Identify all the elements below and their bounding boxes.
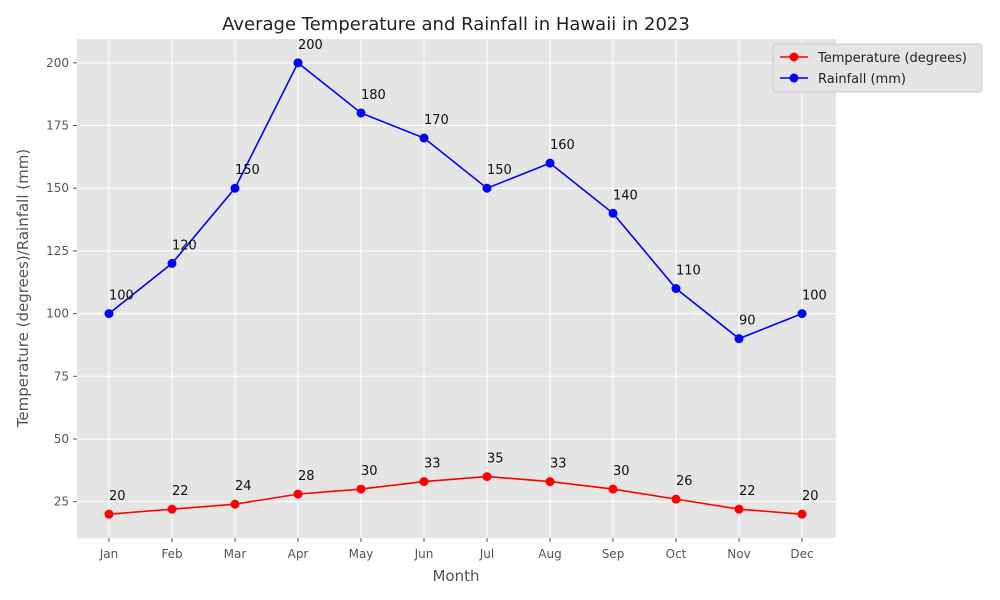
legend-box	[772, 43, 983, 93]
y-tick-label: 75	[54, 369, 69, 383]
y-tick-label: 200	[46, 56, 69, 70]
temperature-data-label: 20	[802, 489, 819, 504]
temperature-point	[293, 489, 303, 499]
rainfall-point	[734, 334, 744, 344]
chart-title: Average Temperature and Rainfall in Hawa…	[222, 14, 690, 35]
rainfall-data-label: 110	[676, 264, 701, 279]
temperature-point	[608, 484, 618, 494]
rainfall-data-label: 160	[550, 138, 575, 153]
x-tick-label: Jan	[99, 547, 119, 561]
temperature-data-label: 35	[487, 452, 504, 467]
temperature-point	[167, 504, 177, 514]
y-axis-label: Temperature (degrees)/Rainfall (mm)	[14, 149, 32, 428]
x-tick-label: Sep	[602, 547, 625, 561]
rainfall-data-label: 180	[361, 88, 386, 103]
rainfall-series-line	[108, 61, 803, 340]
rainfall-point	[230, 183, 240, 193]
temperature-series-line	[108, 475, 803, 515]
legend-rainfall-label: Rainfall (mm)	[818, 72, 906, 87]
legend-temperature-label: Temperature (degrees)	[817, 51, 967, 66]
temperature-point	[356, 484, 366, 494]
rainfall-point	[356, 108, 366, 118]
rainfall-data-label: 90	[739, 314, 756, 329]
x-tick-label: Jul	[479, 547, 494, 561]
legend-temperature-marker	[789, 52, 799, 62]
x-tick-label: Mar	[224, 547, 247, 561]
x-axis-label: Month	[432, 567, 479, 585]
temperature-data-label: 22	[739, 484, 756, 499]
x-tick-label: Jun	[414, 547, 434, 561]
temperature-point	[482, 472, 492, 482]
rainfall-point	[167, 258, 177, 268]
rainfall-data-label: 150	[487, 163, 512, 178]
data-labels: 20 22 24 28 30 33 35 33 30 26 22 20 100 120 150 200 180 1…	[109, 38, 827, 504]
legend-rainfall-marker	[789, 73, 799, 83]
rainfall-data-label: 170	[424, 113, 449, 128]
rainfall-point	[671, 284, 681, 293]
temperature-point	[671, 494, 681, 504]
plot-area	[77, 39, 836, 538]
x-tick-label: Oct	[666, 547, 687, 561]
temperature-point	[797, 509, 807, 519]
temperature-data-label: 30	[361, 464, 378, 479]
temperature-point	[104, 509, 114, 519]
rainfall-point	[482, 183, 492, 193]
temperature-point	[734, 504, 744, 514]
rainfall-data-label: 140	[613, 188, 638, 203]
temperature-point	[419, 477, 429, 487]
temperature-data-label: 20	[109, 489, 126, 504]
y-tick-label: 50	[54, 432, 69, 446]
x-tick-label: May	[349, 547, 374, 561]
y-tick-label: 175	[46, 119, 69, 133]
temperature-data-label: 28	[298, 469, 315, 484]
temperature-data-label: 26	[676, 474, 693, 489]
x-tick-label: Nov	[727, 547, 750, 561]
rainfall-data-label: 200	[298, 38, 323, 53]
x-tick-label: Aug	[538, 547, 561, 561]
x-tick-label: Feb	[161, 547, 182, 561]
legend: Temperature (degrees) Rainfall (mm)	[772, 43, 983, 93]
rainfall-data-label: 100	[109, 289, 134, 304]
rainfall-data-label: 100	[802, 289, 827, 304]
x-tick-label: Apr	[288, 547, 309, 561]
rainfall-point	[419, 133, 429, 143]
temperature-data-label: 24	[235, 479, 252, 494]
temperature-data-label: 33	[550, 457, 567, 472]
temperature-point	[230, 499, 240, 509]
series-lines	[104, 58, 807, 519]
temperature-data-label: 22	[172, 484, 189, 499]
y-tick-label: 25	[54, 495, 69, 509]
y-tick-label: 100	[46, 307, 69, 321]
y-tick-label: 125	[46, 244, 69, 258]
rainfall-point	[797, 309, 807, 319]
rainfall-data-label: 120	[172, 238, 197, 253]
rainfall-point	[104, 309, 114, 319]
rainfall-point	[293, 58, 303, 68]
y-tick-label: 150	[46, 181, 69, 195]
temperature-data-label: 30	[613, 464, 630, 479]
temperature-point	[545, 477, 555, 487]
rainfall-data-label: 150	[235, 163, 260, 178]
axis-ticks: 25 50 75 100 125 150 175 200 Jan Feb Mar Apr May Jun J…	[46, 56, 814, 561]
temperature-data-label: 33	[424, 457, 441, 472]
x-tick-label: Dec	[790, 547, 813, 561]
rainfall-point	[608, 208, 618, 218]
rainfall-point	[545, 158, 555, 168]
